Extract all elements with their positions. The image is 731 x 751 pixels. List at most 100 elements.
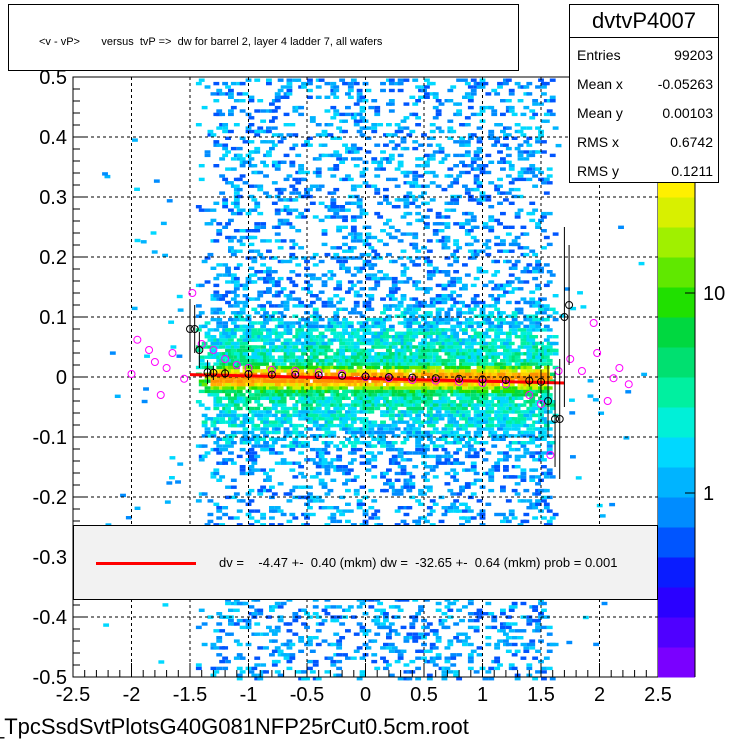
heatmap-cell <box>239 499 246 503</box>
heatmap-cell <box>453 437 460 441</box>
heatmap-cell <box>365 232 372 236</box>
heatmap-cell <box>207 393 214 397</box>
heatmap-cell <box>242 365 249 370</box>
heatmap-cell <box>260 263 267 267</box>
heatmap-cell <box>336 358 343 363</box>
heatmap-cell <box>377 389 384 394</box>
heatmap-cell <box>418 423 424 428</box>
heatmap-cell <box>418 143 424 147</box>
heatmap-cell <box>424 225 430 229</box>
heatmap-cell <box>230 485 237 489</box>
heatmap-cell <box>342 215 348 219</box>
heatmap-cell <box>266 331 272 335</box>
heatmap-cell <box>456 639 463 643</box>
heatmap-cell <box>453 112 460 117</box>
heatmap-cell <box>333 311 340 315</box>
heatmap-cell <box>242 420 249 424</box>
heatmap-cell <box>312 157 319 161</box>
heatmap-cell <box>292 430 299 435</box>
heatmap-cell <box>301 331 307 335</box>
heatmap-cell <box>321 153 328 158</box>
heatmap-cell <box>254 205 261 209</box>
heatmap-cell <box>228 218 234 223</box>
heatmap-cell <box>397 454 404 459</box>
heatmap-cell <box>388 324 395 329</box>
heatmap-cell <box>380 324 386 329</box>
heatmap-cell <box>441 393 448 397</box>
heatmap-cell <box>476 430 483 435</box>
heatmap-cell <box>488 468 495 472</box>
heatmap-cell <box>356 294 363 298</box>
heatmap-cell <box>230 290 237 294</box>
heatmap-cell <box>324 441 331 445</box>
heatmap-cell <box>374 143 381 147</box>
heatmap-cell <box>377 523 384 527</box>
heatmap-cell <box>365 403 372 407</box>
heatmap-cell <box>266 150 272 154</box>
heatmap-cell <box>248 471 255 476</box>
heatmap-cell <box>298 369 305 373</box>
heatmap-cell <box>251 164 258 168</box>
heatmap-cell <box>216 143 223 147</box>
heatmap-cell <box>336 283 343 288</box>
heatmap-cell <box>233 516 240 520</box>
heatmap-cell <box>371 618 378 623</box>
heatmap-cell <box>201 492 208 496</box>
heatmap-cell <box>248 99 255 103</box>
heatmap-cell <box>456 608 463 612</box>
heatmap-cell <box>356 232 363 236</box>
heatmap-cell <box>444 656 451 660</box>
heatmap-cell <box>330 105 337 110</box>
heatmap-cell <box>429 659 436 664</box>
heatmap-cell <box>432 352 439 356</box>
heatmap-cell <box>201 105 208 110</box>
heatmap-cell <box>447 88 454 93</box>
heatmap-cell <box>371 372 378 376</box>
heatmap-cell <box>239 465 246 469</box>
heatmap-cell <box>426 512 433 517</box>
heatmap-cell <box>260 516 267 520</box>
heatmap-cell <box>418 355 424 359</box>
heatmap-cell <box>248 420 255 424</box>
heatmap-cell <box>242 417 249 421</box>
heatmap-cell <box>213 427 220 431</box>
heatmap-cell <box>368 348 375 353</box>
heatmap-cell <box>271 270 278 274</box>
heatmap-cell <box>277 420 284 424</box>
heatmap-cell <box>219 523 226 527</box>
heatmap-cell <box>368 297 375 301</box>
heatmap-cell <box>312 406 319 411</box>
heatmap-cell <box>339 208 346 212</box>
heatmap-cell <box>257 677 264 681</box>
heatmap-cell <box>242 300 249 305</box>
heatmap-cell <box>415 389 422 394</box>
heatmap-cell <box>374 112 381 117</box>
heatmap-cell <box>403 372 410 376</box>
heatmap-cell <box>497 427 503 431</box>
heatmap-cell <box>289 198 296 202</box>
heatmap-cell <box>318 622 325 626</box>
heatmap-cell <box>248 140 255 144</box>
heatmap-cell <box>207 512 214 517</box>
heatmap-cell <box>201 345 208 349</box>
heatmap-cell <box>447 509 454 513</box>
heatmap-cell <box>388 78 395 82</box>
heatmap-cell <box>488 372 495 376</box>
heatmap-cell <box>315 297 322 301</box>
heatmap-cell <box>462 331 468 335</box>
heatmap-cell <box>201 413 208 418</box>
heatmap-cell <box>453 153 460 158</box>
heatmap-cell <box>286 92 293 96</box>
heatmap-cell <box>397 653 404 657</box>
heatmap-cell <box>333 167 340 171</box>
heatmap-cell <box>336 406 343 411</box>
heatmap-cell <box>210 297 217 301</box>
heatmap-cell <box>274 338 281 342</box>
heatmap-cell <box>309 273 316 277</box>
heatmap-cell <box>301 85 307 89</box>
heatmap-cell <box>456 246 463 250</box>
heatmap-cell <box>222 512 229 517</box>
heatmap-cell <box>201 324 208 329</box>
heatmap-cell <box>412 636 419 640</box>
heatmap-cell <box>263 434 269 438</box>
